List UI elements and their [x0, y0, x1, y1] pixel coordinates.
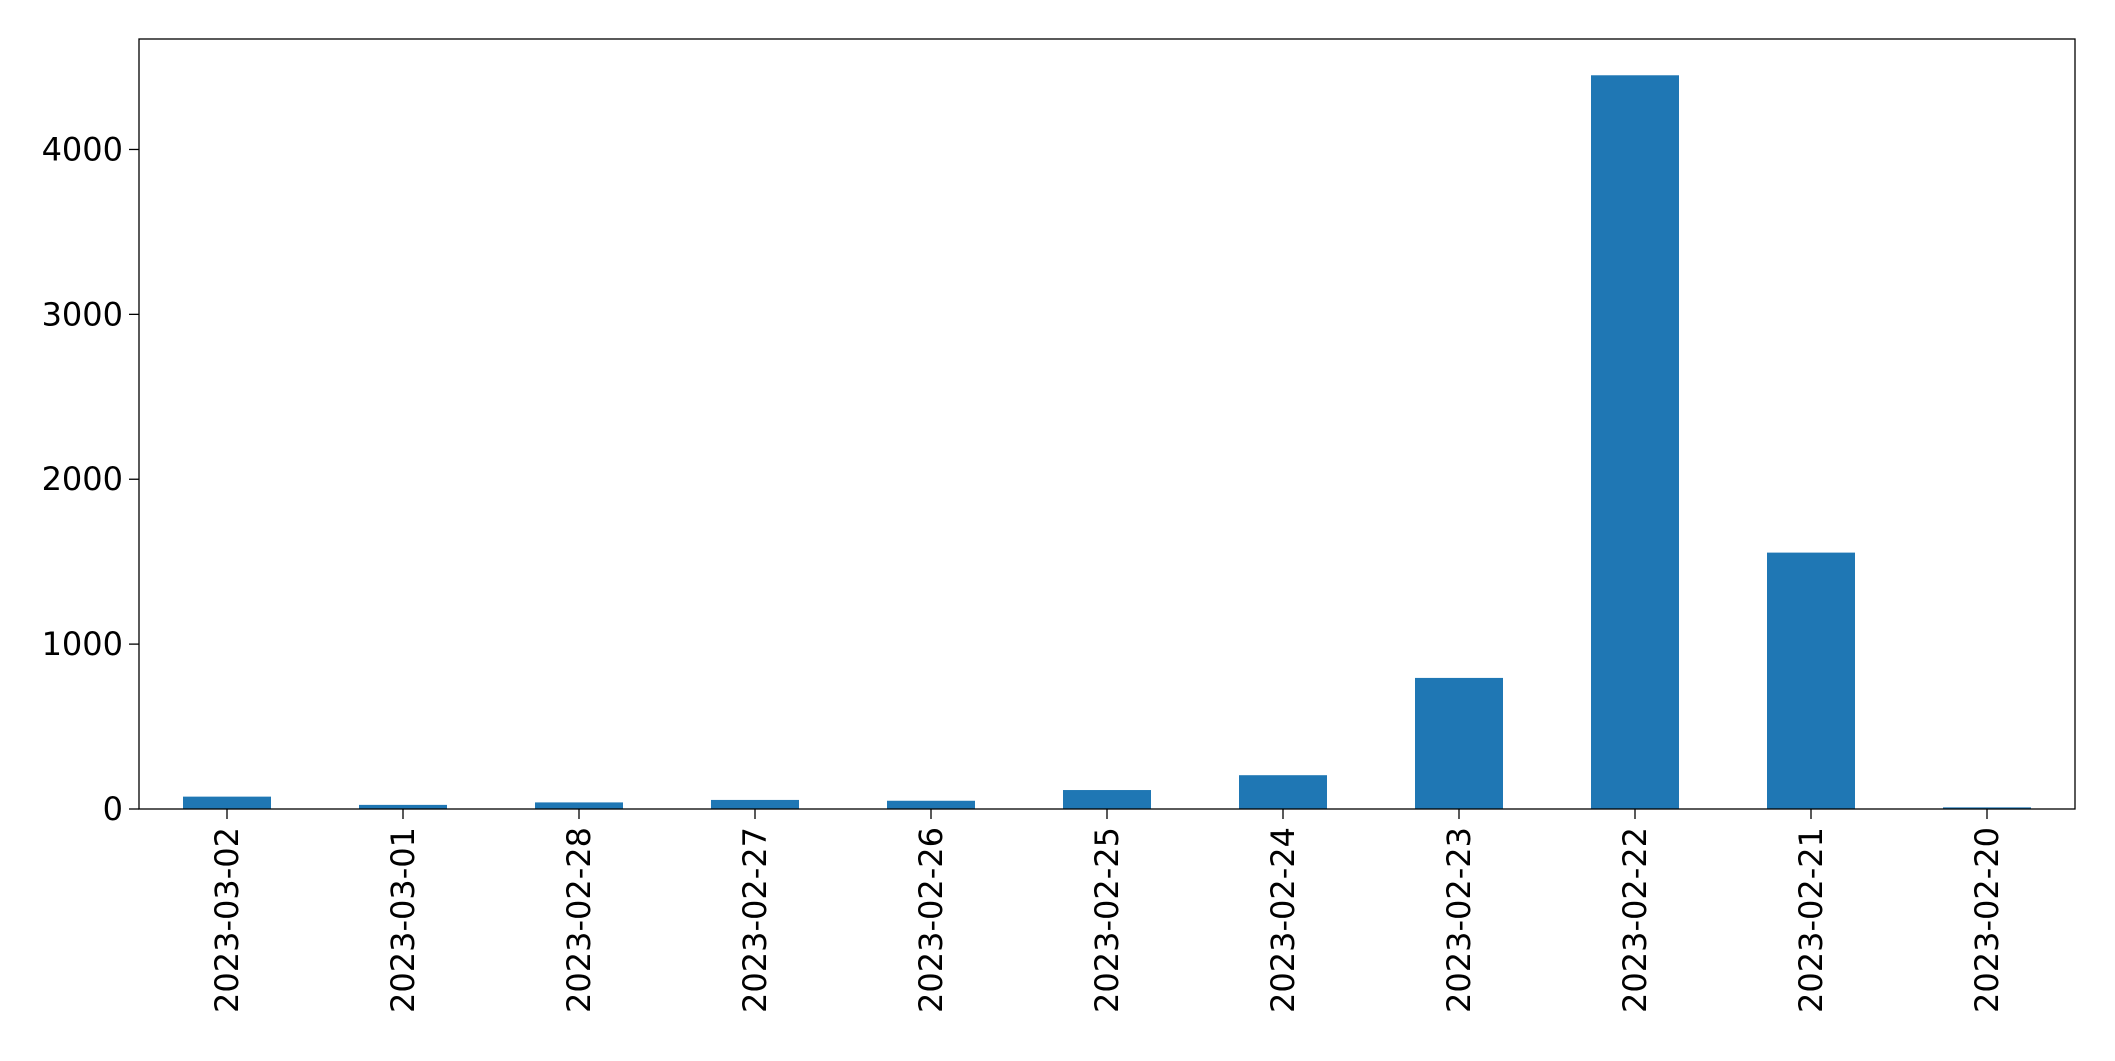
- bar: [535, 802, 623, 809]
- bar: [1591, 75, 1679, 809]
- bar: [711, 799, 799, 809]
- y-tick-label: 0: [103, 790, 123, 828]
- bar: [1239, 775, 1327, 809]
- x-tick-label: 2023-02-22: [1616, 827, 1654, 1013]
- axes-frame: [138, 38, 2076, 810]
- x-tick-label: 2023-02-20: [1968, 827, 2006, 1013]
- y-tick-label: 3000: [42, 295, 123, 333]
- x-tick-label: 2023-02-24: [1264, 827, 1302, 1013]
- x-tick-label: 2023-03-02: [208, 827, 246, 1013]
- y-tick-label: 1000: [42, 625, 123, 663]
- x-tick-label: 2023-02-27: [736, 827, 774, 1013]
- x-tick-label: 2023-02-28: [560, 827, 598, 1013]
- bar: [1415, 677, 1503, 809]
- bar: [1063, 790, 1151, 809]
- bar: [887, 800, 975, 809]
- bar: [183, 796, 271, 809]
- x-tick-label: 2023-02-26: [912, 827, 950, 1013]
- x-tick-label: 2023-03-01: [384, 827, 422, 1013]
- bar: [1943, 807, 2031, 809]
- x-tick-label: 2023-02-25: [1088, 827, 1126, 1013]
- bar: [359, 804, 447, 809]
- y-tick-label: 2000: [42, 460, 123, 498]
- bar: [1767, 552, 1855, 809]
- x-tick-label: 2023-02-21: [1792, 827, 1830, 1013]
- y-tick-label: 4000: [42, 130, 123, 168]
- x-tick-label: 2023-02-23: [1440, 827, 1478, 1013]
